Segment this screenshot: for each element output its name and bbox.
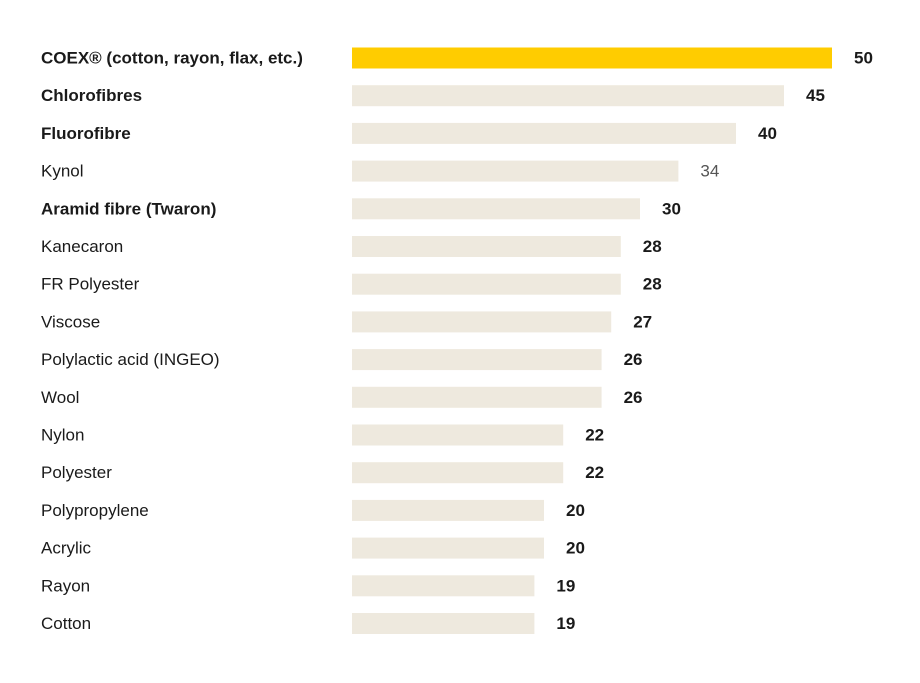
bar <box>352 462 564 484</box>
category-label: Acrylic <box>41 539 92 558</box>
category-label: FR Polyester <box>41 275 140 294</box>
category-label: Kynol <box>41 162 84 181</box>
bar <box>352 613 535 634</box>
category-label: Polylactic acid (INGEO) <box>41 350 220 369</box>
bar <box>352 273 621 295</box>
bar <box>352 537 544 559</box>
data-label: 50 <box>854 49 873 68</box>
bar <box>352 575 535 597</box>
category-label: COEX® (cotton, rayon, flax, etc.) <box>41 49 303 68</box>
data-label: 19 <box>556 576 575 595</box>
bar <box>352 499 544 521</box>
bar <box>352 47 832 69</box>
bar <box>352 160 679 182</box>
bar <box>352 85 784 107</box>
data-label: 45 <box>806 86 825 105</box>
data-label: 27 <box>633 312 652 331</box>
data-label: 26 <box>624 388 643 407</box>
data-label: 40 <box>758 124 777 143</box>
bar <box>352 236 621 257</box>
data-label: 22 <box>585 463 604 482</box>
data-label: 28 <box>643 237 662 256</box>
bar <box>352 386 602 408</box>
data-label: 20 <box>566 501 585 520</box>
category-label: Polyester <box>41 463 112 482</box>
category-label: Kanecaron <box>41 237 123 256</box>
data-label: 30 <box>662 199 681 218</box>
data-label: 34 <box>700 162 719 181</box>
category-label: Fluorofibre <box>41 124 131 143</box>
bar <box>352 424 564 446</box>
category-label: Chlorofibres <box>41 86 142 105</box>
bar <box>352 198 640 220</box>
category-label: Wool <box>41 388 79 407</box>
data-label: 19 <box>556 614 575 633</box>
bar <box>352 349 602 371</box>
bar <box>352 311 612 333</box>
category-label: Cotton <box>41 614 91 633</box>
category-label: Nylon <box>41 426 84 445</box>
bar <box>352 122 736 144</box>
category-label: Aramid fibre (Twaron) <box>41 199 216 218</box>
data-label: 26 <box>624 350 643 369</box>
category-label: Viscose <box>41 312 100 331</box>
data-label: 22 <box>585 426 604 445</box>
data-label: 28 <box>643 275 662 294</box>
category-label: Polypropylene <box>41 501 149 520</box>
category-label: Rayon <box>41 576 90 595</box>
data-label: 20 <box>566 539 585 558</box>
